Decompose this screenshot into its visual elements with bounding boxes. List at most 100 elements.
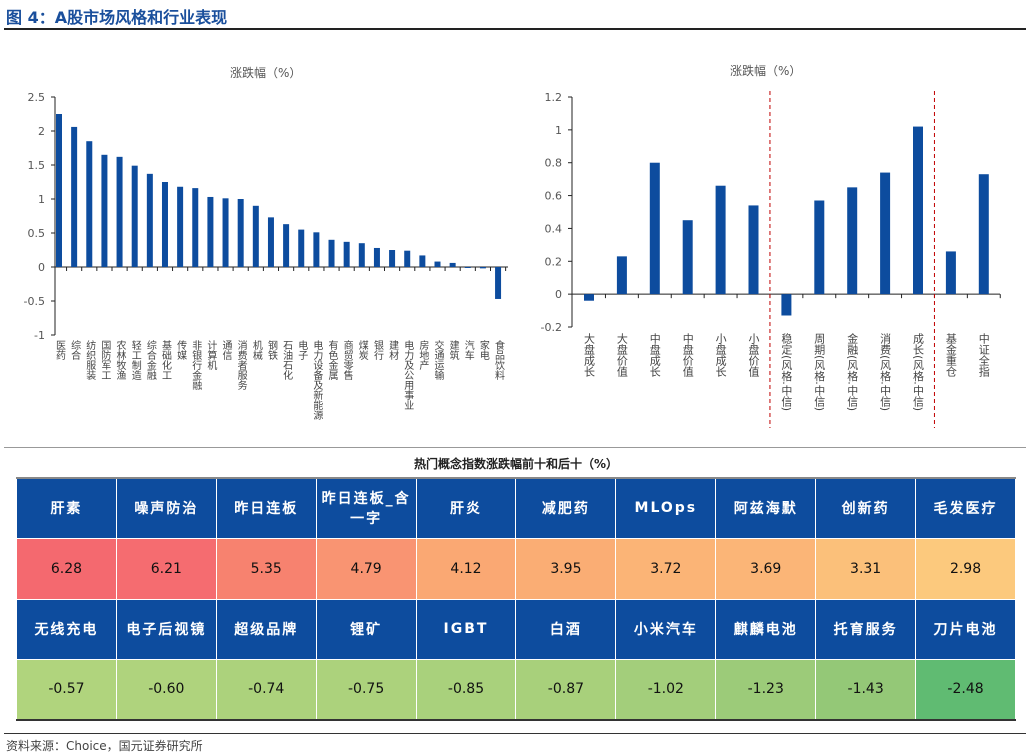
concept-name: 无线充电: [16, 598, 117, 660]
x-tick-label: 基础化工: [159, 339, 171, 380]
x-tick-label: 中证全指: [977, 333, 990, 378]
concept-change: 6.28: [16, 537, 117, 600]
x-tick-label: 大盘成长: [583, 332, 596, 377]
x-tick-label: 计算机: [205, 339, 217, 371]
y-tick-label: 0.5: [28, 227, 46, 240]
concept-name: 锂矿: [315, 598, 417, 660]
section-divider: [4, 447, 1026, 448]
concept-change: 5.35: [215, 537, 317, 600]
bar: [434, 261, 441, 267]
y-tick-label: -0.5: [24, 295, 45, 308]
bar: [584, 294, 594, 301]
x-tick-label: 综合: [69, 339, 81, 361]
bar: [161, 182, 168, 267]
y-tick-label: -1: [34, 329, 45, 342]
x-tick-label: 机械: [250, 339, 262, 361]
concept-change: 3.72: [615, 537, 717, 600]
bar: [56, 114, 62, 267]
bottom-names-row: 无线充电 电子后视镜 超级品牌 锂矿 IGBT 白酒 小米汽车 麒麟电池 托育服务 刀片电池: [16, 598, 1016, 660]
bar: [252, 205, 259, 267]
concept-change: 4.79: [315, 537, 417, 600]
concept-change: 3.31: [815, 537, 917, 600]
concept-name: IGBT: [415, 598, 517, 660]
figure-title: 图 4：A股市场风格和行业表现: [6, 8, 228, 27]
bar: [177, 186, 184, 267]
x-tick-label: 电力及公用事业: [402, 339, 414, 410]
x-tick-label: 电子: [296, 339, 308, 360]
bar: [616, 256, 627, 295]
y-tick-label: 1.5: [28, 159, 46, 172]
x-tick-label: 中盘成长: [648, 333, 661, 377]
concept-change: 2.98: [915, 537, 1016, 600]
bar: [131, 165, 138, 267]
concept-change: -2.48: [915, 658, 1016, 721]
concept-change: -1.43: [815, 658, 917, 721]
concept-name: 噪声防治: [115, 477, 217, 539]
x-tick-label: 国防军工: [99, 340, 111, 380]
x-tick-label: 小盘价值: [747, 333, 760, 378]
bar: [495, 267, 502, 299]
bar: [267, 217, 274, 267]
x-tick-label: 消费者服务: [235, 339, 247, 391]
bar: [237, 199, 244, 267]
bottom-values-row: -0.57 -0.60 -0.74 -0.75 -0.85 -0.87 -1.02 -1.23…: [16, 658, 1016, 721]
x-tick-label: 传媒: [175, 340, 187, 361]
concept-name: 创新药: [815, 477, 917, 539]
bar: [404, 250, 411, 267]
concept-name: 昨日连板: [215, 477, 317, 539]
bar: [358, 243, 365, 267]
concept-change: -1.02: [615, 658, 717, 721]
x-tick-label: 交通运输: [432, 339, 444, 381]
concept-name: 小米汽车: [615, 598, 717, 660]
top-names-row: 肝素 噪声防治 昨日连板 昨日连板_含一字 肝炎 减肥药 MLOps 阿兹海默 创新药 毛发医疗: [16, 477, 1016, 539]
bar: [146, 173, 153, 267]
bar: [464, 267, 471, 268]
x-tick-label: 中盘价值: [681, 333, 694, 378]
bar: [373, 247, 380, 267]
bar: [781, 294, 792, 316]
bar: [343, 241, 350, 267]
bar: [101, 154, 108, 267]
y-tick-label: 0: [555, 288, 562, 301]
x-tick-label: 煤炭: [356, 339, 368, 361]
y-tick-label: 1.2: [545, 91, 563, 104]
x-tick-label: 房地产: [417, 339, 429, 371]
x-tick-label: 商贸零售: [341, 339, 353, 381]
x-tick-label: 医药: [54, 340, 66, 361]
x-tick-label: 建筑: [447, 339, 459, 360]
bar: [978, 174, 989, 295]
x-tick-label: 成长(风格.中信): [912, 333, 925, 411]
concept-change: 3.95: [515, 537, 617, 600]
title-divider: [4, 28, 1026, 30]
bar: [207, 196, 214, 267]
y-tick-label: 1: [38, 193, 45, 206]
x-tick-label: 非银行金融: [190, 340, 202, 391]
bar: [715, 185, 726, 295]
x-tick-label: 食品饮料: [493, 339, 505, 381]
y-tick-label: -0.2: [541, 321, 562, 334]
concept-name: 肝炎: [415, 477, 517, 539]
concept-change: 4.12: [415, 537, 517, 600]
x-tick-label: 通信: [220, 340, 232, 361]
concept-name: 超级品牌: [215, 598, 317, 660]
y-tick-label: 0.4: [545, 222, 563, 235]
bar: [479, 267, 486, 269]
bar: [283, 224, 290, 267]
bar: [328, 239, 335, 267]
x-tick-label: 电力设备及新能源: [311, 339, 323, 421]
x-tick-label: 有色金属: [326, 339, 338, 381]
left-chart-title: 涨跌幅（%）: [230, 66, 302, 80]
x-tick-label: 大盘价值: [615, 332, 628, 378]
x-tick-label: 家电: [477, 339, 489, 360]
x-tick-label: 金融(风格.中信): [846, 332, 859, 411]
bar: [682, 220, 693, 295]
source-note: 资料来源：Choice，国元证券研究所: [6, 739, 203, 753]
table-title: 热门概念指数涨跌幅前十和后十（%）: [413, 457, 619, 471]
bar: [449, 262, 456, 267]
concept-name: 阿兹海默: [715, 477, 817, 539]
bar: [847, 187, 858, 295]
x-tick-label: 轻工制造: [129, 339, 141, 380]
bar: [116, 156, 123, 267]
x-tick-label: 小盘成长: [714, 333, 727, 377]
x-tick-label: 综合金融: [144, 339, 156, 381]
